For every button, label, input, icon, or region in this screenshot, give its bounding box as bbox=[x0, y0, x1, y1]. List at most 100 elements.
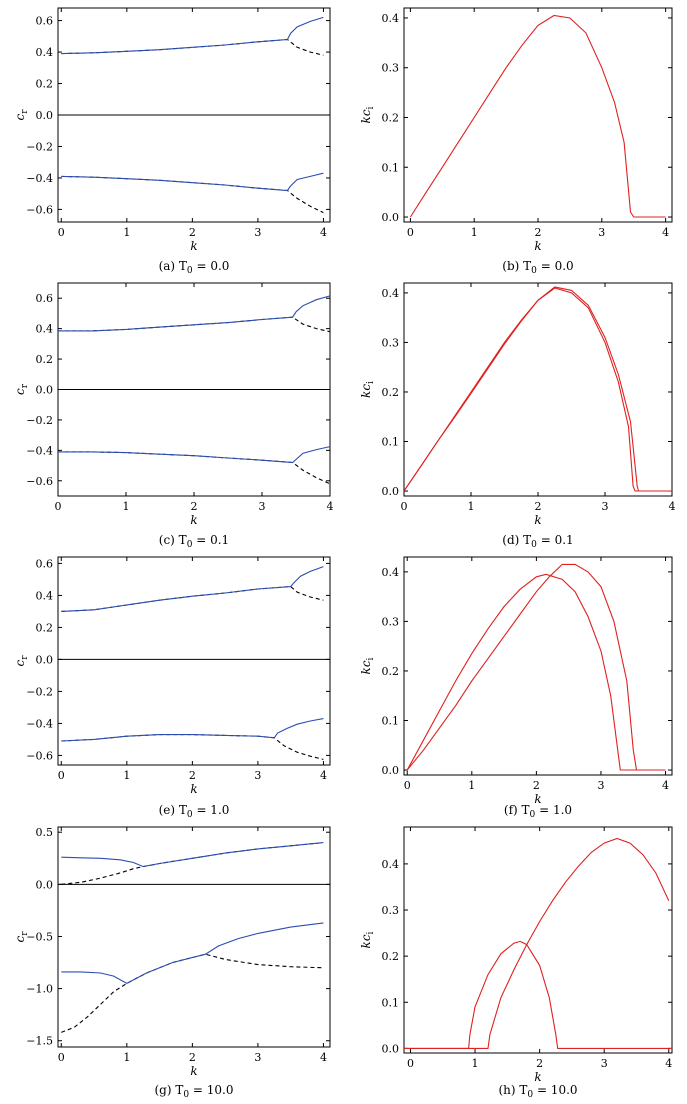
y-tick-label: 0.3 bbox=[382, 336, 400, 349]
x-tick-label: 1 bbox=[123, 500, 130, 513]
series-line-growth bbox=[409, 14, 666, 218]
x-tick-label: 1 bbox=[472, 1057, 479, 1070]
panel-d: 0 1 2 3 4 0.0 0.1 0.2 0.3 0.4 k kci (d) T0 = 0.1 bbox=[359, 282, 676, 550]
x-axis-label: k bbox=[190, 782, 197, 796]
panel-b: 0 1 2 3 4 0.0 0.1 0.2 0.3 0.4 k kci (b) T0 = 0.0 bbox=[359, 7, 673, 276]
y-tick-label: 0.3 bbox=[382, 62, 400, 75]
x-tick-label: 2 bbox=[533, 779, 540, 792]
panel-caption: (g) T0 = 10.0 bbox=[154, 1083, 233, 1100]
x-tick-label: 4 bbox=[320, 226, 327, 239]
x-tick-label: 4 bbox=[665, 1057, 672, 1070]
panel-caption: (f) T0 = 1.0 bbox=[504, 803, 572, 820]
y-tick-label: 0.6 bbox=[36, 292, 54, 305]
panel-g: 0 1 2 3 4 0.5 0.0 −0.5 −1.0 −1.5 k cr (g) T0 = 10.0 bbox=[13, 826, 331, 1100]
series-line-growth bbox=[403, 286, 672, 492]
y-tick-label: 0.0 bbox=[382, 764, 400, 777]
x-tick-label: 2 bbox=[189, 1051, 196, 1064]
y-tick-label: 0.0 bbox=[382, 1042, 400, 1055]
y-tick-label: −0.5 bbox=[26, 930, 53, 943]
x-tick-label: 0 bbox=[58, 1051, 65, 1064]
x-tick-label: 3 bbox=[601, 1057, 608, 1070]
x-tick-label: 4 bbox=[669, 500, 676, 513]
y-tick-label: −0.4 bbox=[26, 717, 53, 730]
y-tick-label: 0.4 bbox=[36, 323, 54, 336]
y-tick-label: 0.2 bbox=[36, 78, 54, 91]
series-line-solid bbox=[61, 172, 324, 192]
x-tick-label: 0 bbox=[404, 779, 411, 792]
y-axis-label: kci bbox=[359, 381, 376, 398]
x-axis-label: k bbox=[190, 1064, 197, 1078]
x-tick-label: 1 bbox=[468, 500, 475, 513]
x-tick-label: 3 bbox=[259, 500, 266, 513]
panel-h: 0 1 2 3 4 0.0 0.1 0.2 0.3 0.4 k kci (h) T0 = 10.0 bbox=[359, 826, 673, 1100]
y-tick-label: 0.2 bbox=[382, 111, 400, 124]
y-tick-label: 0.1 bbox=[382, 436, 400, 449]
x-tick-label: 4 bbox=[327, 500, 334, 513]
series-line-solid bbox=[61, 718, 324, 742]
x-tick-label: 0 bbox=[58, 226, 65, 239]
series-line-solid bbox=[61, 842, 324, 868]
series-line-solid bbox=[61, 922, 324, 985]
x-tick-label: 3 bbox=[598, 226, 605, 239]
panel-caption: (d) T0 = 0.1 bbox=[502, 533, 573, 550]
y-tick-label: 0.4 bbox=[382, 566, 400, 579]
x-tick-label: 2 bbox=[189, 226, 196, 239]
y-tick-label: −0.6 bbox=[26, 203, 53, 216]
x-tick-label: 3 bbox=[254, 1051, 261, 1064]
y-axis-label: cr bbox=[13, 383, 30, 395]
plot-frame bbox=[403, 7, 673, 223]
x-tick-label: 0 bbox=[407, 1057, 414, 1070]
y-tick-label: −0.2 bbox=[26, 685, 53, 698]
plot-frame bbox=[403, 826, 673, 1054]
plot-frame bbox=[403, 556, 673, 776]
series-line-dashed bbox=[61, 586, 324, 612]
y-tick-label: 0.2 bbox=[36, 353, 54, 366]
y-axis-label: cr bbox=[13, 931, 30, 943]
panel-a: 0 1 2 3 4 0.6 0.4 0.2 0.0 −0.2 −0.4 −0.6 k cr (a) T0 =… bbox=[13, 7, 331, 276]
x-axis-label: k bbox=[534, 239, 541, 253]
series-line-solid bbox=[58, 295, 331, 332]
x-tick-label: 3 bbox=[602, 500, 609, 513]
series-line-solid bbox=[58, 446, 331, 464]
x-tick-label: 0 bbox=[55, 500, 62, 513]
x-tick-label: 3 bbox=[254, 226, 261, 239]
plot-frame bbox=[57, 826, 331, 1048]
x-tick-label: 2 bbox=[535, 500, 542, 513]
y-tick-label: 0.1 bbox=[382, 996, 400, 1009]
y-tick-label: 0.2 bbox=[36, 621, 54, 634]
y-tick-label: −1.0 bbox=[26, 983, 53, 996]
y-tick-label: 0.2 bbox=[382, 950, 400, 963]
panel-caption: (c) T0 = 0.1 bbox=[159, 533, 229, 550]
x-tick-label: 2 bbox=[535, 226, 542, 239]
y-tick-label: 0.5 bbox=[36, 826, 54, 839]
y-tick-label: 0.6 bbox=[36, 15, 54, 28]
panel-e: 0 1 2 3 4 0.6 0.4 0.2 0.0 −0.2 −0.4 −0.6 k cr (e) T0 =… bbox=[13, 556, 331, 820]
series-line-dashed bbox=[61, 175, 324, 214]
series-line-solid bbox=[61, 566, 324, 612]
y-axis-label: cr bbox=[13, 109, 30, 121]
x-tick-label: 1 bbox=[123, 769, 130, 782]
y-tick-label: 0.0 bbox=[382, 485, 400, 498]
y-tick-label: 0.1 bbox=[382, 715, 400, 728]
y-tick-label: −0.4 bbox=[26, 444, 53, 457]
series-line-growth bbox=[404, 940, 672, 1049]
x-tick-label: 1 bbox=[471, 226, 478, 239]
x-tick-label: 4 bbox=[662, 779, 669, 792]
x-tick-label: 1 bbox=[123, 1051, 130, 1064]
y-axis-label: kci bbox=[359, 106, 376, 123]
x-tick-label: 2 bbox=[191, 500, 198, 513]
y-tick-label: −0.6 bbox=[26, 749, 53, 762]
y-tick-label: 0.3 bbox=[382, 615, 400, 628]
x-tick-label: 3 bbox=[254, 769, 261, 782]
x-axis-label: k bbox=[534, 513, 541, 527]
series-line-growth bbox=[406, 563, 666, 771]
y-tick-label: 0.3 bbox=[382, 904, 400, 917]
series-line-dashed bbox=[61, 953, 324, 1033]
x-tick-label: 0 bbox=[58, 769, 65, 782]
series-line-dashed bbox=[61, 842, 324, 885]
x-tick-label: 4 bbox=[320, 769, 327, 782]
y-tick-label: −0.2 bbox=[26, 414, 53, 427]
y-tick-label: 0.4 bbox=[382, 858, 400, 871]
x-axis-label: k bbox=[190, 239, 197, 253]
y-tick-label: −0.6 bbox=[26, 475, 53, 488]
